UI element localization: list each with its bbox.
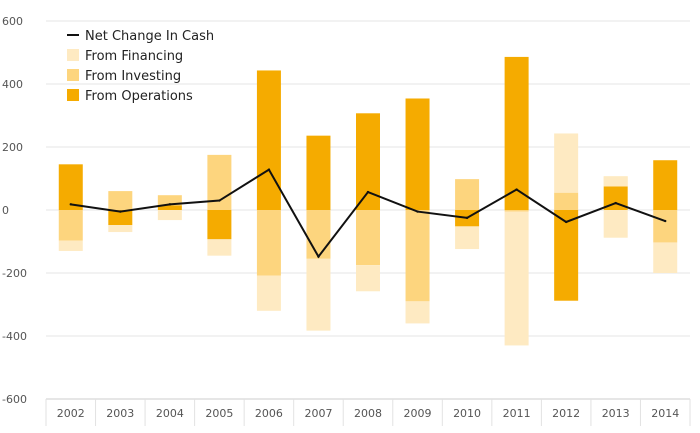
y-tick-label: -600 xyxy=(2,393,27,406)
net-change-point-2009 xyxy=(416,210,419,213)
bar-from-operations-2011 xyxy=(504,56,529,210)
x-tick-label: 2006 xyxy=(255,407,283,420)
y-tick-label: 200 xyxy=(2,141,23,154)
bar-from-operations-2004 xyxy=(157,205,182,210)
bar-from-investing-2007 xyxy=(306,210,331,259)
legend: Net Change In Cash From Financing From Inv… xyxy=(67,29,214,104)
net-change-point-2004 xyxy=(168,203,172,206)
bar-from-investing-2003 xyxy=(108,191,133,210)
bar-from-investing-2004 xyxy=(157,195,182,206)
bar-from-investing-2011 xyxy=(504,210,529,212)
bar-from-financing-2010 xyxy=(455,226,480,250)
net-change-line-group xyxy=(69,168,667,259)
legend-swatch xyxy=(67,49,79,61)
y-tick-label: -200 xyxy=(2,267,27,280)
x-tick-label: 2014 xyxy=(651,407,679,420)
x-tick-label: 2009 xyxy=(404,407,432,420)
legend-label: From Investing xyxy=(85,69,181,84)
bar-from-financing-2005 xyxy=(207,239,232,256)
bar-from-operations-2014 xyxy=(653,160,678,210)
y-axis-ticks: 600 400 200 0 -200 -400 -600 xyxy=(2,15,27,406)
net-change-point-2003 xyxy=(119,210,122,213)
legend-swatch xyxy=(67,69,79,81)
y-tick-label: 400 xyxy=(2,78,23,91)
y-tick-label: 0 xyxy=(2,204,9,217)
net-change-point-2012 xyxy=(564,220,568,224)
x-tick-label: 2007 xyxy=(304,407,332,420)
x-axis: 2002 2003 2004 2005 2006 2007 2008 2009 2010 2011… xyxy=(45,398,691,426)
legend-label: From Operations xyxy=(85,89,193,104)
legend-label: From Financing xyxy=(85,49,183,64)
bar-from-financing-2008 xyxy=(356,265,380,292)
legend-label: Net Change In Cash xyxy=(85,29,214,44)
x-tick-label: 2003 xyxy=(106,407,134,420)
bar-from-operations-2006 xyxy=(256,70,281,210)
bar-from-operations-2012 xyxy=(554,210,579,301)
bar-from-operations-2007 xyxy=(306,135,331,210)
x-tick-label: 2002 xyxy=(57,407,85,420)
x-tick-label: 2011 xyxy=(503,407,531,420)
legend-swatch xyxy=(67,89,79,101)
bar-from-financing-2004 xyxy=(157,210,182,221)
bar-from-financing-2012 xyxy=(554,133,579,193)
x-tick-label: 2012 xyxy=(552,407,580,420)
net-change-point-2011 xyxy=(515,188,518,191)
bar-from-investing-2006 xyxy=(256,210,281,276)
bar-from-financing-2007 xyxy=(306,258,331,331)
bars xyxy=(58,56,678,346)
bar-from-operations-2002 xyxy=(58,164,83,210)
y-tick-label: 600 xyxy=(2,15,23,28)
bar-from-financing-2014 xyxy=(653,242,678,273)
net-change-point-2002 xyxy=(69,203,72,206)
bar-from-investing-2002 xyxy=(58,210,83,241)
x-tick-label: 2010 xyxy=(453,407,481,420)
net-change-point-2007 xyxy=(317,255,320,258)
bar-from-operations-2013 xyxy=(603,186,628,210)
bar-from-operations-2008 xyxy=(356,113,380,210)
bar-from-financing-2013 xyxy=(603,210,628,238)
net-change-point-2005 xyxy=(218,199,221,202)
net-change-point-2006 xyxy=(267,168,271,171)
bar-from-investing-2008 xyxy=(356,210,380,266)
bar-from-financing-2002 xyxy=(58,240,83,251)
net-change-point-2010 xyxy=(465,216,469,220)
x-tick-label: 2004 xyxy=(156,407,184,420)
bar-from-investing-2010 xyxy=(455,179,480,210)
y-tick-label: -400 xyxy=(2,330,27,343)
net-change-point-2013 xyxy=(614,201,617,205)
bar-from-financing-2013 xyxy=(603,176,628,187)
x-tick-label: 2013 xyxy=(602,407,630,420)
net-change-point-2008 xyxy=(366,190,370,194)
bar-from-investing-2012 xyxy=(554,192,579,210)
bar-from-financing-2011 xyxy=(504,211,529,346)
bar-from-financing-2006 xyxy=(256,275,281,311)
bar-from-investing-2014 xyxy=(653,210,678,243)
net-change-point-2014 xyxy=(664,219,667,223)
bar-from-operations-2009 xyxy=(405,98,430,210)
bar-from-financing-2009 xyxy=(405,301,430,324)
bar-from-financing-2003 xyxy=(108,225,133,233)
bar-from-operations-2003 xyxy=(108,210,133,226)
x-tick-label: 2005 xyxy=(205,407,233,420)
bar-from-operations-2005 xyxy=(207,210,232,240)
bar-from-investing-2009 xyxy=(405,210,430,302)
x-tick-label: 2008 xyxy=(354,407,382,420)
